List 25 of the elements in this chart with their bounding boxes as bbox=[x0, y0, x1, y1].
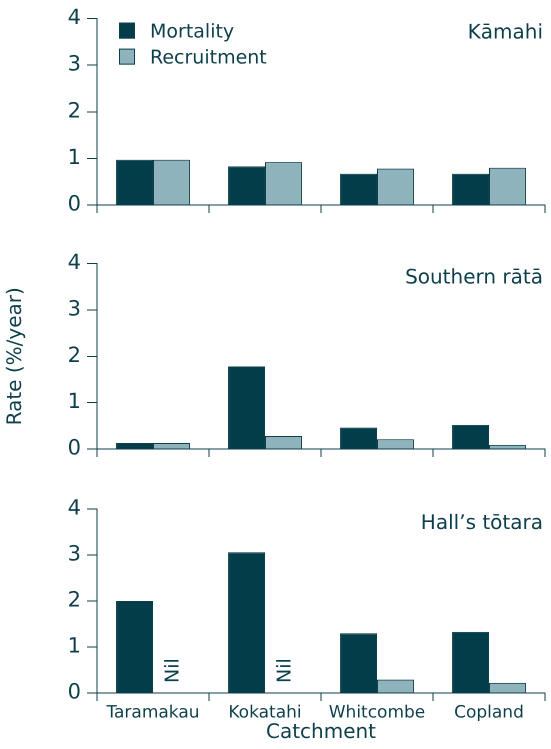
x-tick-label: Copland bbox=[454, 702, 524, 723]
y-tick-label: 2 bbox=[68, 587, 81, 612]
y-tick-label: 2 bbox=[68, 98, 81, 122]
y-tick-label: 2 bbox=[68, 342, 81, 367]
legend-label: Recruitment bbox=[150, 46, 267, 69]
y-tick-label: 1 bbox=[68, 389, 81, 414]
y-axis-title: Rate (%/year) bbox=[2, 287, 26, 426]
chart-title: Southern rātā bbox=[405, 264, 543, 289]
y-tick-label: 1 bbox=[68, 633, 81, 658]
y-tick-label: 0 bbox=[68, 679, 81, 704]
y-tick-label: 3 bbox=[68, 296, 81, 320]
legend-label: Mortality bbox=[150, 20, 234, 43]
y-tick-label: 0 bbox=[68, 435, 81, 460]
chart-title: Kāmahi bbox=[468, 20, 543, 44]
y-tick-label: 4 bbox=[68, 495, 81, 520]
x-tick-label: Taramakau bbox=[105, 702, 200, 723]
annotation: Nil bbox=[161, 658, 184, 683]
annotation: Nil bbox=[273, 658, 296, 683]
y-tick-label: 4 bbox=[68, 250, 81, 274]
y-tick-label: 4 bbox=[68, 5, 81, 30]
y-tick-label: 0 bbox=[68, 191, 81, 216]
y-tick-label: 3 bbox=[68, 52, 81, 76]
chart-title: Hall’s tōtara bbox=[420, 510, 543, 534]
y-tick-label: 3 bbox=[68, 541, 81, 566]
y-tick-label: 1 bbox=[68, 144, 81, 169]
